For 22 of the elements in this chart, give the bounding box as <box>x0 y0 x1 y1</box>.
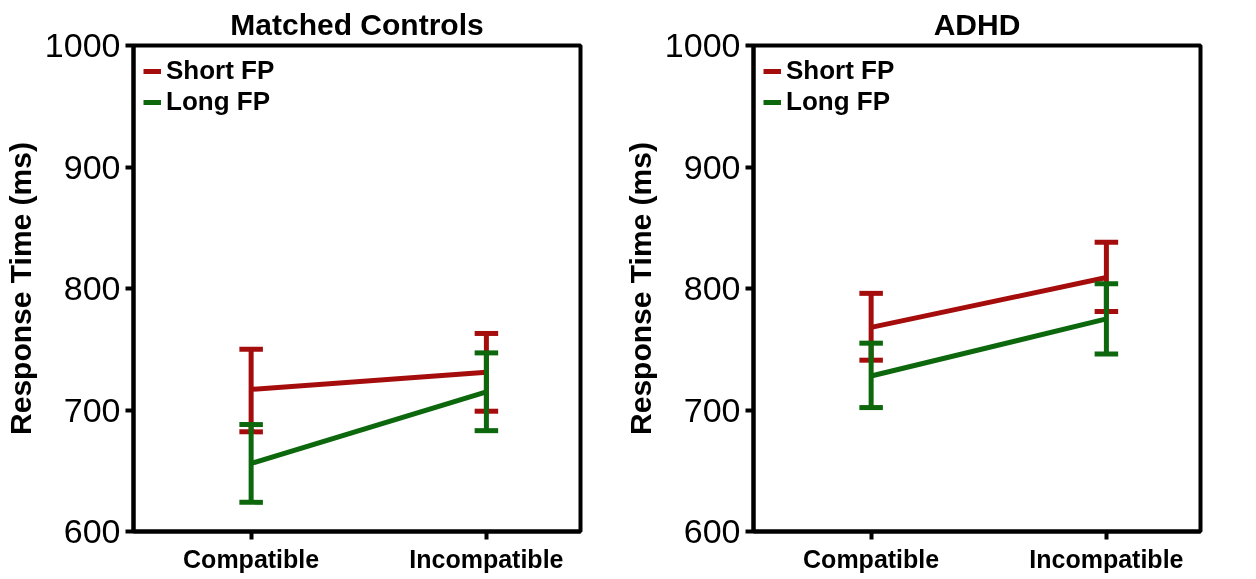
y-tick-label: 600 <box>683 512 741 550</box>
y-tick-label: 700 <box>63 390 121 429</box>
y-tick-label: 1000 <box>664 26 741 64</box>
x-tick-label: Incompatible <box>1029 544 1184 573</box>
legend-label: Long FP <box>786 86 890 117</box>
y-tick-label: 900 <box>63 147 121 186</box>
x-tick-label: Compatible <box>183 544 320 573</box>
x-tick-label: Compatible <box>803 544 940 573</box>
y-tick-label: 800 <box>63 269 121 307</box>
y-tick-label: 700 <box>683 390 741 429</box>
legend-label: Long FP <box>166 86 270 117</box>
legend-label: Short FP <box>166 55 275 86</box>
y-axis-title: Response Time (ms) <box>3 142 37 435</box>
y-tick-label: 600 <box>63 512 121 550</box>
legend-label: Short FP <box>786 55 895 86</box>
chart-title: Matched Controls <box>230 7 484 41</box>
y-tick-label: 800 <box>683 269 741 307</box>
chart-title: ADHD <box>933 7 1021 41</box>
y-tick-label: 900 <box>683 147 741 186</box>
y-tick-label: 1000 <box>44 26 121 64</box>
x-tick-label: Incompatible <box>409 544 564 573</box>
y-axis-title: Response Time (ms) <box>623 142 657 435</box>
